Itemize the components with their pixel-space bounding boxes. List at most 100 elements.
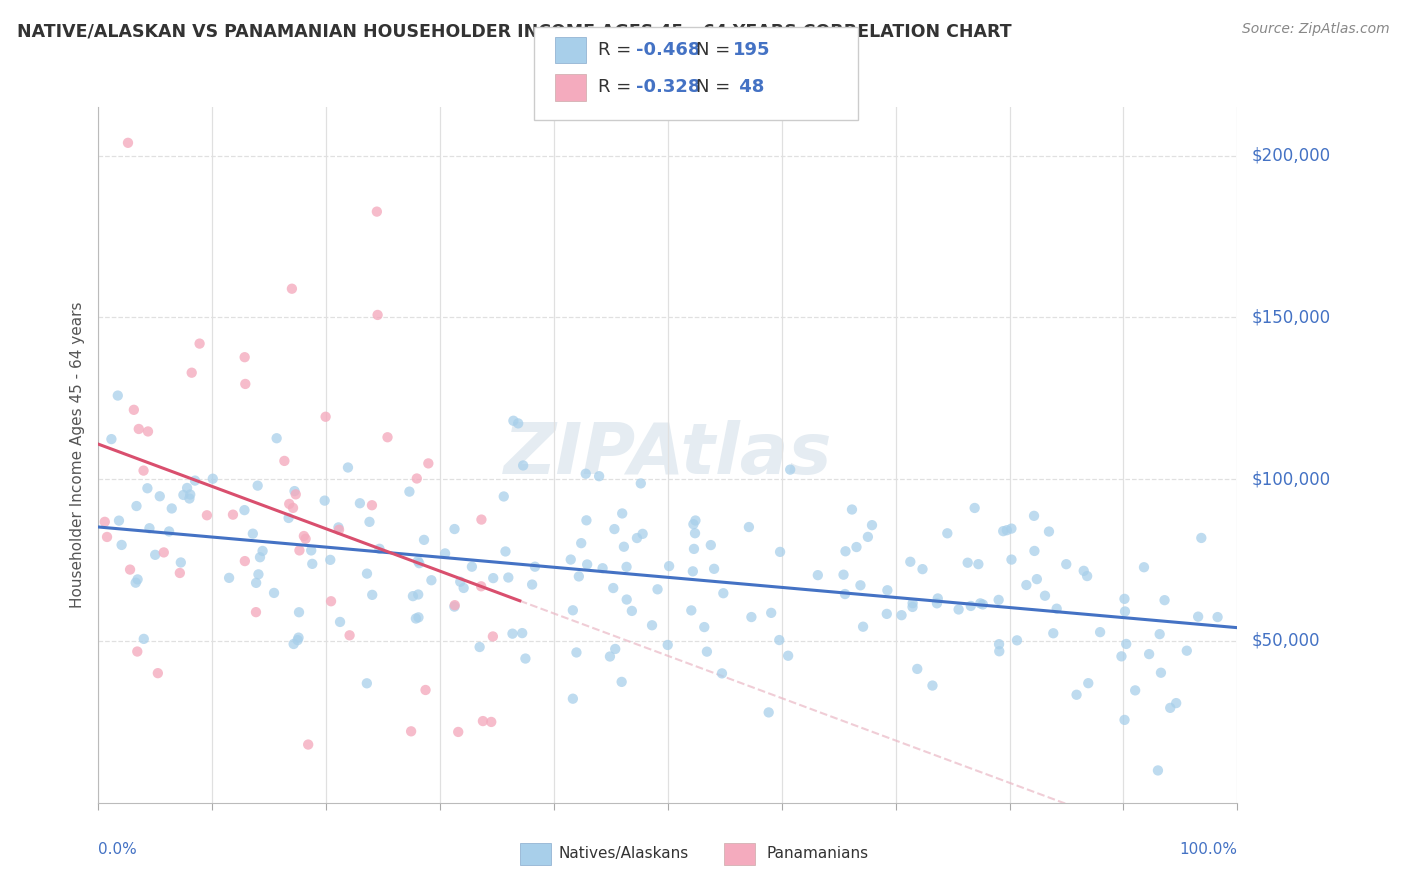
Point <box>860 518 883 533</box>
Point <box>399 724 422 739</box>
Point <box>561 691 583 706</box>
Point <box>568 569 591 583</box>
Point <box>222 508 245 522</box>
Point <box>94 515 117 529</box>
Point <box>1153 593 1175 607</box>
Point <box>512 458 534 473</box>
Point <box>959 599 981 613</box>
Point <box>807 568 830 582</box>
Point <box>925 596 948 610</box>
Point <box>834 544 856 558</box>
Point <box>1042 626 1064 640</box>
Text: NATIVE/ALASKAN VS PANAMANIAN HOUSEHOLDER INCOME AGES 45 - 64 YEARS CORRELATION C: NATIVE/ALASKAN VS PANAMANIAN HOUSEHOLDER… <box>17 22 1011 40</box>
Point <box>233 503 256 517</box>
Text: N =: N = <box>696 78 735 96</box>
Point <box>901 596 924 610</box>
Point <box>657 638 679 652</box>
Point <box>127 573 149 587</box>
Point <box>132 464 155 478</box>
Point <box>273 454 295 468</box>
Point <box>420 573 443 587</box>
Point <box>470 579 492 593</box>
Point <box>898 555 921 569</box>
Point <box>287 631 309 645</box>
Point <box>1005 633 1028 648</box>
Point <box>461 559 484 574</box>
Point <box>1111 649 1133 664</box>
Point <box>233 350 256 364</box>
Point <box>349 496 371 510</box>
Point <box>482 630 505 644</box>
Point <box>834 587 856 601</box>
Point <box>266 431 288 445</box>
Point <box>218 571 240 585</box>
Point <box>1150 665 1173 680</box>
Point <box>761 606 783 620</box>
Point <box>292 529 315 543</box>
Point <box>948 602 970 616</box>
Text: Natives/Alaskans: Natives/Alaskans <box>558 847 689 861</box>
Point <box>576 558 599 572</box>
Point <box>328 523 350 537</box>
Point <box>127 644 149 658</box>
Point <box>283 484 305 499</box>
Point <box>314 493 336 508</box>
Point <box>368 541 391 556</box>
Point <box>693 620 716 634</box>
Point <box>180 366 202 380</box>
Point <box>125 499 148 513</box>
Point <box>233 376 256 391</box>
Text: 100.0%: 100.0% <box>1180 842 1237 856</box>
Point <box>1187 609 1209 624</box>
Point <box>647 582 669 597</box>
Point <box>963 500 986 515</box>
Point <box>681 603 703 617</box>
Point <box>195 508 218 523</box>
Point <box>901 599 924 614</box>
Point <box>479 714 502 729</box>
Point <box>1123 683 1146 698</box>
Point <box>1077 676 1099 690</box>
Y-axis label: Householder Income Ages 45 - 64 years: Householder Income Ages 45 - 64 years <box>69 301 84 608</box>
Point <box>1033 589 1056 603</box>
Point <box>520 577 543 591</box>
Point <box>418 457 440 471</box>
Point <box>339 628 361 642</box>
Point <box>170 556 193 570</box>
Point <box>128 422 150 436</box>
Point <box>169 566 191 580</box>
Point <box>447 725 470 739</box>
Point <box>443 598 465 612</box>
Point <box>1137 647 1160 661</box>
Point <box>832 567 855 582</box>
Point <box>160 501 183 516</box>
Point <box>136 425 159 439</box>
Point <box>969 596 991 610</box>
Point <box>132 632 155 646</box>
Point <box>956 556 979 570</box>
Point <box>682 517 704 532</box>
Point <box>434 546 457 560</box>
Point <box>1025 572 1047 586</box>
Point <box>249 550 271 565</box>
Text: Source: ZipAtlas.com: Source: ZipAtlas.com <box>1241 22 1389 37</box>
Point <box>288 605 311 619</box>
Point <box>616 560 638 574</box>
Point <box>841 502 863 516</box>
Point <box>283 637 305 651</box>
Point <box>402 589 425 603</box>
Point <box>515 651 537 665</box>
Text: $200,000: $200,000 <box>1251 146 1330 165</box>
Point <box>1073 564 1095 578</box>
Point <box>247 567 270 582</box>
Point <box>299 543 322 558</box>
Point <box>1166 696 1188 710</box>
Point <box>443 599 465 614</box>
Point <box>616 592 638 607</box>
Point <box>1088 625 1111 640</box>
Point <box>1114 605 1136 619</box>
Point <box>612 507 634 521</box>
Point <box>288 543 311 558</box>
Point <box>149 489 172 503</box>
Point <box>498 570 520 584</box>
